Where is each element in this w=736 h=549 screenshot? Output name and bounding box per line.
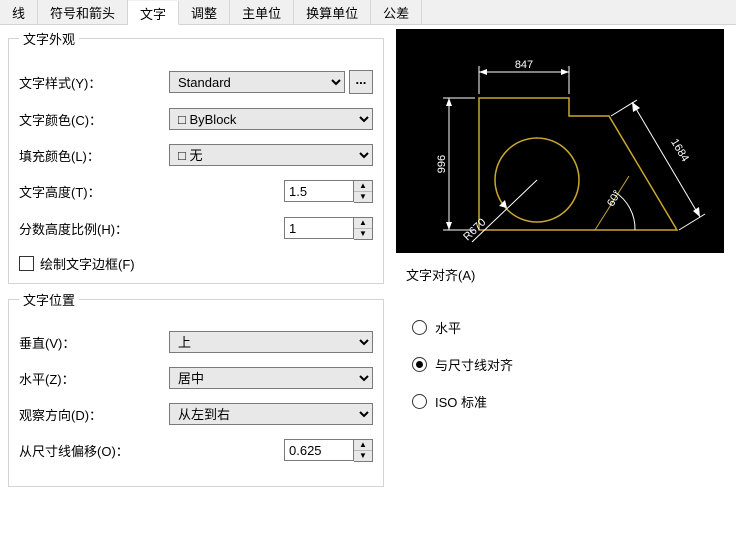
vertical-select[interactable]: 上 [169, 331, 373, 353]
preview-dim-top-text: 847 [515, 59, 533, 71]
tab-tolerances[interactable]: 公差 [371, 0, 422, 24]
preview-dim-angle-text: 60° [605, 188, 624, 208]
fraction-scale-down-button[interactable]: ▼ [354, 229, 372, 239]
fill-color-select[interactable]: □ 无 [169, 144, 373, 166]
text-appearance-legend: 文字外观 [19, 29, 79, 48]
preview-dim-radius-line [472, 180, 537, 242]
align-iso-radio[interactable]: ISO 标准 [412, 392, 706, 411]
tab-symbols-arrows[interactable]: 符号和箭头 [38, 0, 128, 24]
tab-text[interactable]: 文字 [128, 1, 179, 25]
arrow-icon [446, 222, 452, 230]
preview-dim-left-text: 996 [436, 155, 448, 173]
offset-up-button[interactable]: ▲ [354, 440, 372, 451]
text-height-up-button[interactable]: ▲ [354, 181, 372, 192]
text-style-browse-button[interactable]: ... [349, 70, 373, 94]
text-color-label: 文字颜色(C)： [19, 110, 169, 129]
draw-text-frame-checkbox[interactable]: 绘制文字边框(F) [19, 254, 373, 273]
align-with-dim-line-label: 与尺寸线对齐 [435, 355, 513, 374]
arrow-icon [561, 69, 569, 75]
text-style-select[interactable]: Standard [169, 71, 345, 93]
arrow-icon [446, 98, 452, 106]
tab-alt-units[interactable]: 换算单位 [294, 0, 371, 24]
text-appearance-group: 文字外观 文字样式(Y)： Standard ... 文字颜色(C)： □ By… [8, 29, 384, 284]
align-with-dim-line-radio[interactable]: 与尺寸线对齐 [412, 355, 706, 374]
align-iso-label: ISO 标准 [435, 392, 487, 411]
text-style-label: 文字样式(Y)： [19, 73, 169, 92]
preview-dim-diag-ext2 [679, 214, 705, 230]
offset-down-button[interactable]: ▼ [354, 451, 372, 461]
preview-dim-diag-text: 1684 [668, 137, 691, 164]
text-color-select[interactable]: □ ByBlock [169, 108, 373, 130]
text-placement-legend: 文字位置 [19, 290, 79, 309]
arrow-icon [632, 102, 640, 112]
radio-icon [412, 320, 427, 335]
text-height-down-button[interactable]: ▼ [354, 192, 372, 202]
text-height-label: 文字高度(T)： [19, 182, 169, 201]
arrow-icon [479, 69, 487, 75]
dimension-preview: 847 996 1684 [396, 29, 724, 253]
tabs: 线 符号和箭头 文字 调整 主单位 换算单位 公差 [0, 0, 736, 25]
preview-svg: 847 996 1684 [397, 30, 723, 252]
fraction-scale-input[interactable] [284, 217, 354, 239]
arrow-icon [693, 207, 700, 217]
radio-icon [412, 357, 427, 372]
draw-text-frame-label: 绘制文字边框(F) [40, 254, 135, 273]
align-horizontal-label: 水平 [435, 318, 461, 337]
view-direction-select[interactable]: 从左到右 [169, 403, 373, 425]
fraction-scale-label: 分数高度比例(H)： [19, 219, 169, 238]
text-alignment-group: 文字对齐(A) 水平 与尺寸线对齐 ISO 标准 [396, 265, 726, 447]
text-placement-group: 文字位置 垂直(V)： 上 水平(Z)： 居中 观察方向(D)： 从左到右 从尺… [8, 290, 384, 487]
tab-fit[interactable]: 调整 [179, 0, 230, 24]
fill-color-label: 填充颜色(L)： [19, 146, 169, 165]
vertical-label: 垂直(V)： [19, 333, 169, 352]
view-direction-label: 观察方向(D)： [19, 405, 169, 424]
offset-label: 从尺寸线偏移(O)： [19, 441, 169, 460]
align-horizontal-radio[interactable]: 水平 [412, 318, 706, 337]
checkbox-icon [19, 256, 34, 271]
tab-primary-units[interactable]: 主单位 [230, 0, 294, 24]
horizontal-select[interactable]: 居中 [169, 367, 373, 389]
preview-dim-diag-line [632, 102, 700, 217]
dimension-style-text-dialog: 线 符号和箭头 文字 调整 主单位 换算单位 公差 文字外观 文字样式(Y)： … [0, 0, 736, 549]
text-alignment-legend: 文字对齐(A) [402, 265, 479, 284]
offset-input[interactable] [284, 439, 354, 461]
text-height-input[interactable] [284, 180, 354, 202]
fraction-scale-up-button[interactable]: ▲ [354, 218, 372, 229]
tab-line[interactable]: 线 [0, 0, 38, 24]
horizontal-label: 水平(Z)： [19, 369, 169, 388]
radio-icon [412, 394, 427, 409]
